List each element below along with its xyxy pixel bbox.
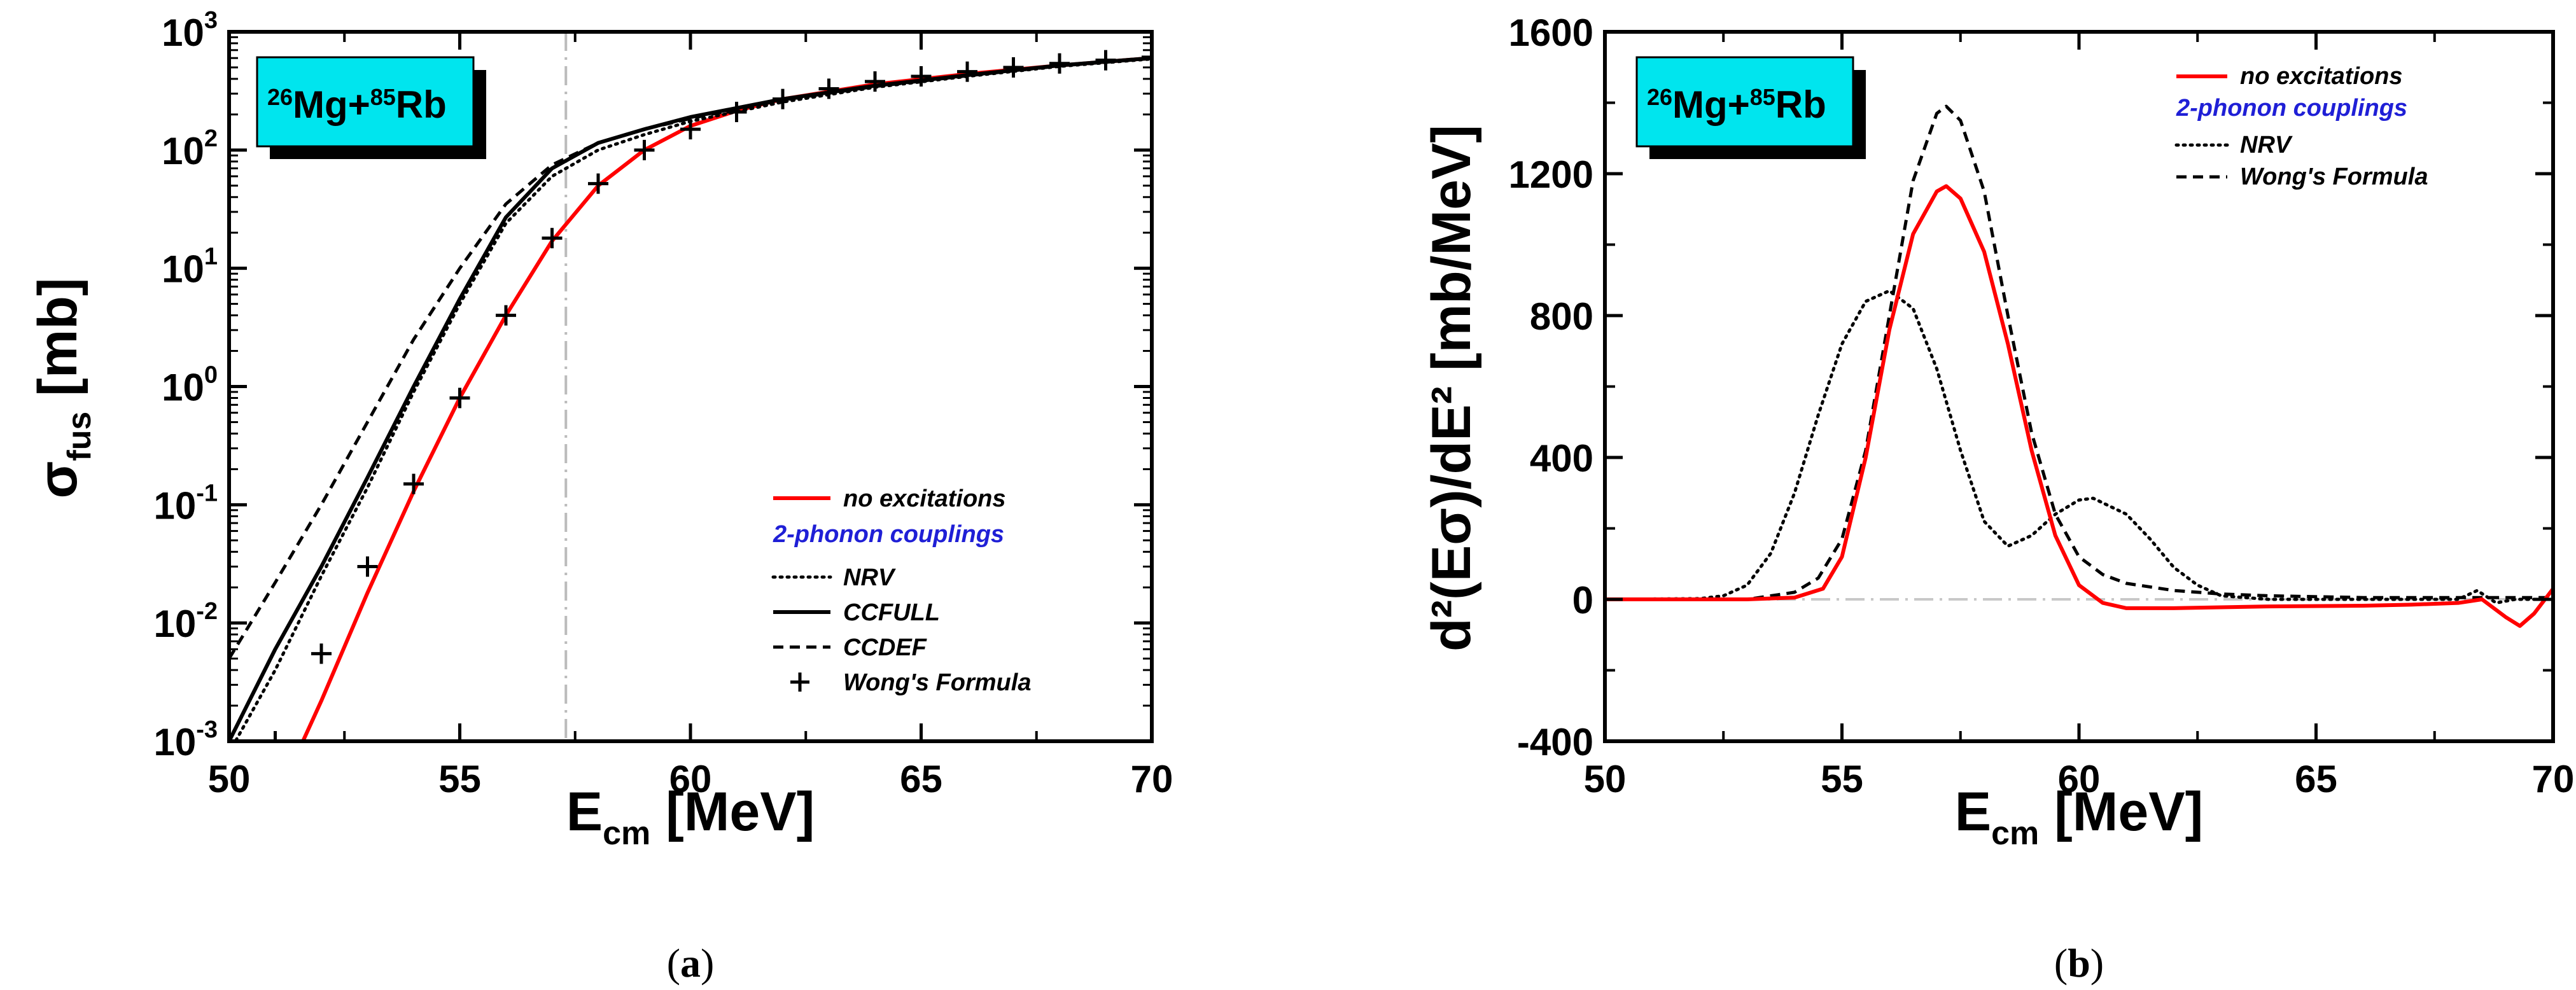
panel-a-x-label: Ecm [MeV] (566, 781, 815, 852)
panel-b-x-tick-label: 50 (1584, 758, 1627, 800)
panel-a-x-tick-label: 50 (208, 758, 251, 800)
panel-a-point-wong (449, 387, 470, 408)
panel-a: 50 55 60 65 70 10-3 10-2 10-1 100 101 102 103 26Mg+… (27, 7, 1173, 986)
panel-b-x-tick-label: 55 (1821, 758, 1863, 800)
legend-a-ccdef: CCDEF (843, 634, 928, 661)
panel-a-reaction-label: 26Mg+85Rb (256, 56, 486, 159)
panel-a-point-wong (1095, 50, 1116, 71)
panel-a-y-tick-label: 10-3 (153, 716, 218, 763)
legend-a-ccfull: CCFULL (843, 599, 940, 626)
panel-a-y-tick-label: 10-1 (153, 480, 218, 527)
panel-a-point-wong (957, 61, 977, 82)
panel-a-x-tick-label: 55 (438, 758, 481, 800)
legend-b-wong: Wong's Formula (2240, 164, 2428, 190)
panel-b-y-tick-label: -400 (1517, 721, 1593, 763)
panel-a-series-no-excitations (301, 56, 1152, 741)
panel-a-point-wong (726, 101, 747, 122)
legend-a-no-excitations: no excitations (843, 485, 1006, 512)
panel-a-y-tick-label: 102 (162, 125, 218, 172)
panel-a-series-ccdef (229, 57, 1152, 660)
panel-a-point-wong (311, 643, 332, 664)
reaction-plus: + (348, 83, 370, 126)
panel-a-legend: no excitations 2-phonon couplings NRV CC… (771, 485, 1031, 696)
panel-b-y-label: d²(Eσ)/dE² [mb/MeV] (1421, 125, 1482, 652)
panel-b-caption: (b) (2054, 940, 2104, 986)
panel-b-x-tick-label: 60 (2058, 758, 2101, 800)
panel-a-point-wong (911, 66, 932, 87)
panel-a-y-label: σfus [mb] (27, 277, 98, 498)
panel-b-x-tick-label: 70 (2532, 758, 2575, 800)
panel-a-point-wong (865, 71, 885, 92)
panel-b-reaction-label: 26Mg+85Rb (1635, 56, 1866, 159)
panel-a-y-tick-label: 103 (162, 7, 218, 54)
panel-b-x-tick-label: 65 (2295, 758, 2337, 800)
panel-a-point-wong (680, 119, 701, 140)
panel-b-y-tick-label: 1600 (1509, 11, 1593, 54)
panel-b-series-wong-s-formula (1605, 104, 2553, 601)
reaction-mass2: 85 (370, 84, 396, 110)
panel-a-x-tick-label: 65 (900, 758, 942, 800)
legend-b-2-phonon: 2-phonon couplings (2176, 95, 2407, 122)
panel-b-series-no-excitations (1605, 184, 2553, 628)
panel-a-point-wong (496, 305, 516, 326)
legend-b-nrv: NRV (2240, 132, 2293, 158)
legend-b-no-excitations: no excitations (2240, 63, 2403, 90)
panel-b-y-tick-label: 800 (1530, 295, 1593, 338)
legend-a-swatch-wong (790, 673, 809, 692)
panel-a-caption: (a) (667, 940, 715, 986)
panel-a-point-wong (773, 88, 793, 109)
panel-a-y-tick-label: 100 (162, 362, 218, 409)
panel-b-y-tick-label: 1200 (1509, 153, 1593, 196)
panel-b-series-nrv (1605, 289, 2553, 605)
panel-a-series-ccfull (229, 56, 1152, 741)
svg-text:26Mg+85Rb: 26Mg+85Rb (1647, 83, 1826, 126)
panel-a-point-wong (1049, 53, 1070, 74)
panel-a-point-wong (265, 731, 286, 741)
svg-text:26Mg+85Rb: 26Mg+85Rb (267, 83, 447, 126)
panel-a-point-wong (1003, 57, 1024, 78)
legend-a-wong: Wong's Formula (843, 669, 1031, 696)
panel-a-point-wong (588, 173, 608, 194)
reaction-el1: Mg (293, 83, 348, 126)
legend-a-2-phonon: 2-phonon couplings (773, 521, 1004, 548)
panel-a-point-wong (818, 78, 839, 99)
panel-a-x-tick-label: 60 (669, 758, 712, 800)
panel-b-legend: no excitations 2-phonon couplings NRV Wo… (2174, 63, 2428, 190)
panel-a-point-wong (542, 228, 563, 249)
panel-a-y-tick-label: 101 (162, 244, 218, 291)
panel-a-x-tick-label: 70 (1131, 758, 1173, 800)
reaction-el2: Rb (396, 83, 447, 126)
panel-b-y-tick-label: 0 (1572, 579, 1593, 622)
panel-b-x-label: Ecm [MeV] (1955, 781, 2204, 852)
reaction-mass1: 26 (267, 84, 293, 110)
panel-a-point-wong (357, 556, 378, 577)
panel-a-y-tick-label: 10-2 (153, 598, 218, 645)
panel-a-point-wong (403, 473, 424, 494)
panel-b-y-tick-label: 400 (1530, 437, 1593, 480)
panel-a-point-wong (634, 139, 655, 160)
legend-a-nrv: NRV (843, 564, 896, 591)
panel-a-series-nrv (234, 57, 1152, 741)
